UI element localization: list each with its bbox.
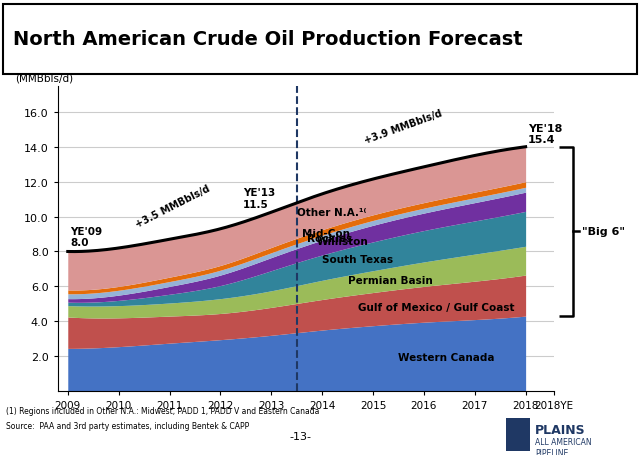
Text: Other N.A.¹⁽: Other N.A.¹⁽ (297, 208, 366, 218)
Text: Gulf of Mexico / Gulf Coast: Gulf of Mexico / Gulf Coast (358, 302, 515, 312)
Bar (506, 418, 530, 451)
Text: YE'13
11.5: YE'13 11.5 (243, 188, 276, 209)
Text: (1) Regions included in Other N.A.: Midwest, PADD 1, PADD V and Eastern Canada: (1) Regions included in Other N.A.: Midw… (6, 406, 320, 415)
Text: Williston: Williston (317, 236, 369, 246)
Text: Source:  PAA and 3rd party estimates, including Bentek & CAPP: Source: PAA and 3rd party estimates, inc… (6, 421, 250, 430)
Text: +3.5 MMBbls/d: +3.5 MMBbls/d (134, 183, 212, 229)
Text: Mid-Con: Mid-Con (302, 228, 350, 238)
Text: PLAINS: PLAINS (535, 423, 586, 436)
Text: -13-: -13- (290, 431, 312, 441)
Text: (MMBbls/d): (MMBbls/d) (15, 73, 74, 83)
Text: ALL AMERICAN: ALL AMERICAN (535, 437, 592, 445)
Text: PIPELINE: PIPELINE (535, 448, 568, 455)
Text: +3.9 MMBbls/d: +3.9 MMBbls/d (363, 108, 444, 146)
Text: Permian Basin: Permian Basin (348, 275, 432, 285)
Text: YE'09
8.0: YE'09 8.0 (70, 226, 102, 248)
Text: North American Crude Oil Production Forecast: North American Crude Oil Production Fore… (13, 30, 522, 49)
FancyBboxPatch shape (3, 5, 637, 75)
Text: YE'18
15.4: YE'18 15.4 (528, 123, 563, 145)
Text: "Big 6": "Big 6" (582, 227, 625, 237)
Text: Rockies: Rockies (307, 233, 352, 243)
Text: South Texas: South Texas (322, 254, 393, 264)
Text: Western Canada: Western Canada (399, 352, 495, 362)
